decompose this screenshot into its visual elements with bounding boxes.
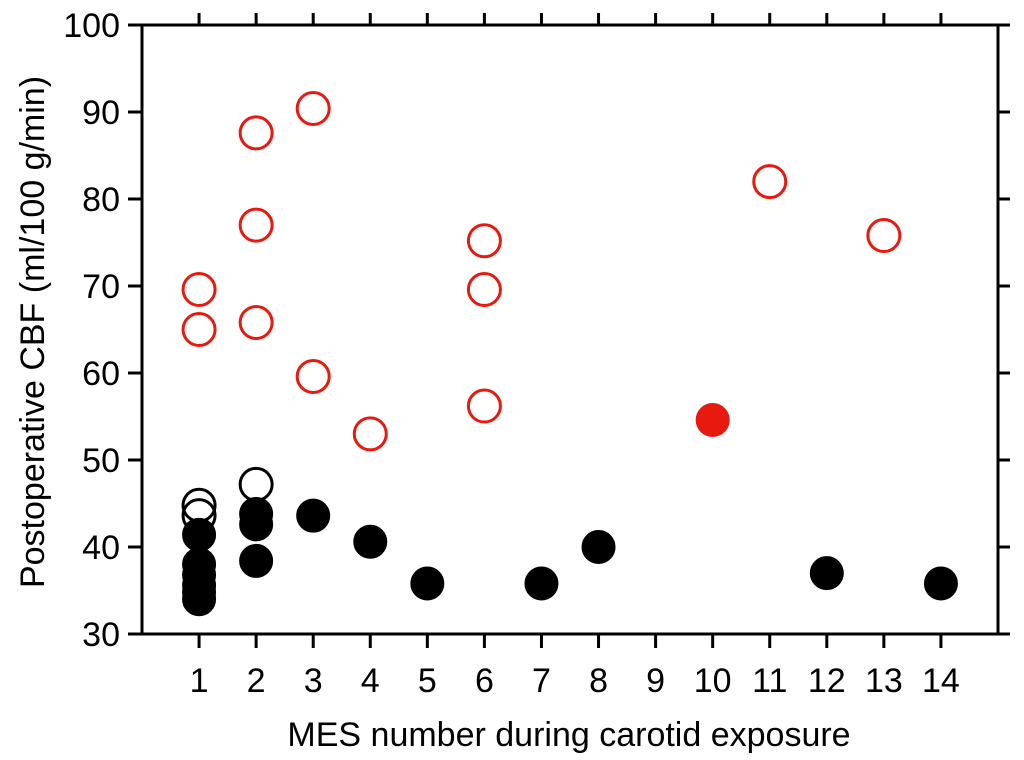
data-point-filled [581, 530, 616, 564]
x-tick-label: 11 [752, 662, 787, 700]
data-point-filled [239, 543, 274, 578]
x-tick-label: 9 [646, 662, 665, 700]
y-tick-label: 60 [82, 355, 120, 393]
x-tick-label: 13 [865, 662, 903, 700]
x-tick-label: 6 [475, 662, 494, 700]
x-tick-label: 8 [589, 662, 608, 700]
x-tick-label: 7 [532, 662, 551, 700]
data-point-filled [182, 582, 217, 617]
data-point-open [181, 271, 217, 307]
data-point-filled [695, 402, 730, 437]
data-point-filled [524, 566, 559, 601]
x-tick-label: 12 [808, 662, 846, 700]
data-point-open [181, 312, 217, 347]
data-point-open [466, 271, 502, 307]
data-point-open [295, 91, 331, 127]
data-point-filled [182, 517, 217, 552]
data-points [181, 91, 958, 617]
axes [140, 23, 1000, 636]
data-point-open [466, 223, 502, 259]
x-tick-label: 2 [247, 662, 266, 700]
y-tick-label: 70 [82, 268, 120, 306]
y-tick-label: 30 [82, 616, 120, 654]
data-point-open [352, 416, 388, 452]
data-point-open [752, 164, 788, 200]
data-point-filled [809, 556, 844, 591]
x-tick-label: 3 [304, 662, 323, 700]
y-axis-title: Postoperative CBF (ml/100 g/min) [14, 76, 52, 588]
data-point-open [238, 207, 274, 243]
x-tick-label: 10 [694, 662, 732, 700]
data-point-open [466, 388, 502, 424]
x-tick-label: 14 [922, 662, 960, 700]
y-axis-ticks: 30 40 50 60 70 80 90 100 [63, 7, 1010, 654]
y-tick-label: 40 [82, 529, 120, 567]
data-point-filled [353, 524, 388, 559]
data-point-open [295, 358, 331, 394]
x-tick-label: 5 [418, 662, 437, 700]
data-point-open [866, 218, 902, 254]
y-tick-label: 100 [63, 7, 120, 45]
x-axis-ticks: 1 2 3 4 5 6 7 8 9 10 11 12 13 14 [190, 13, 960, 700]
data-point-filled [410, 566, 445, 601]
data-point-filled [296, 498, 331, 533]
y-tick-label: 50 [82, 442, 120, 480]
data-point-open [238, 305, 274, 341]
x-tick-label: 4 [361, 662, 380, 700]
x-axis-title: MES number during carotid exposure [287, 716, 850, 754]
x-tick-label: 1 [190, 662, 209, 700]
data-point-open [238, 466, 274, 502]
data-point-filled [923, 566, 958, 601]
data-point-open [238, 115, 274, 151]
y-tick-label: 90 [82, 94, 120, 132]
y-tick-label: 80 [82, 181, 120, 219]
data-point-filled [239, 507, 274, 542]
plot-frame [140, 23, 1000, 636]
